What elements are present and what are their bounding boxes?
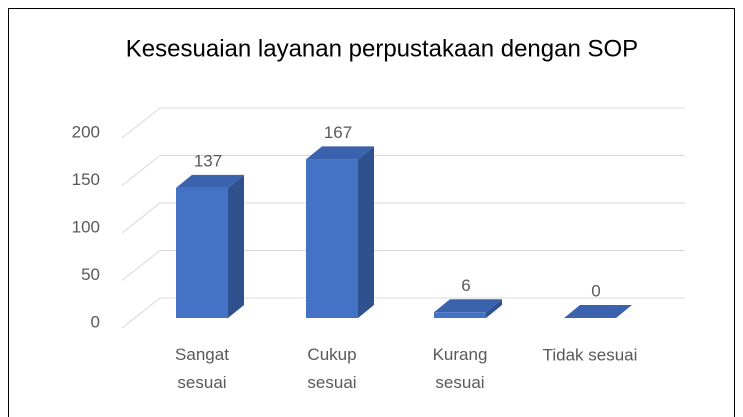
bar-top xyxy=(306,146,374,160)
bar-top xyxy=(564,305,632,318)
grid-line xyxy=(121,202,685,234)
grid-line xyxy=(121,250,685,281)
bar-top xyxy=(176,174,244,188)
y-tick-label: 50 xyxy=(81,265,100,284)
bar-side xyxy=(358,146,374,318)
value-label: 167 xyxy=(324,123,352,142)
value-label: 6 xyxy=(461,276,470,295)
y-tick-label: 100 xyxy=(72,217,100,236)
grid-line xyxy=(121,297,685,329)
chart-title: Kesesuaian layanan perpustakaan dengan S… xyxy=(126,35,638,62)
x-tick-label: Kurang sesuai xyxy=(433,345,488,392)
bar xyxy=(434,299,502,318)
bar-front xyxy=(306,159,358,318)
grid-line xyxy=(121,155,685,186)
bar-front xyxy=(434,312,486,318)
bar xyxy=(564,305,632,318)
y-tick-label: 200 xyxy=(72,122,100,141)
value-label: 137 xyxy=(194,151,222,170)
value-label: 0 xyxy=(591,281,600,300)
bar xyxy=(306,146,374,318)
x-tick-label: Sangat sesuai xyxy=(175,345,229,392)
bar-side xyxy=(228,174,244,318)
x-tick-label: Tidak sesuai xyxy=(543,345,638,364)
bar-front xyxy=(176,187,228,318)
y-tick-label: 150 xyxy=(72,170,100,189)
grid-line xyxy=(121,107,685,139)
x-tick-label: Cukup sesuai xyxy=(307,345,356,392)
bar-side xyxy=(486,299,502,318)
bar xyxy=(176,174,244,318)
bar-top xyxy=(434,299,502,313)
y-tick-label: 0 xyxy=(91,312,100,331)
